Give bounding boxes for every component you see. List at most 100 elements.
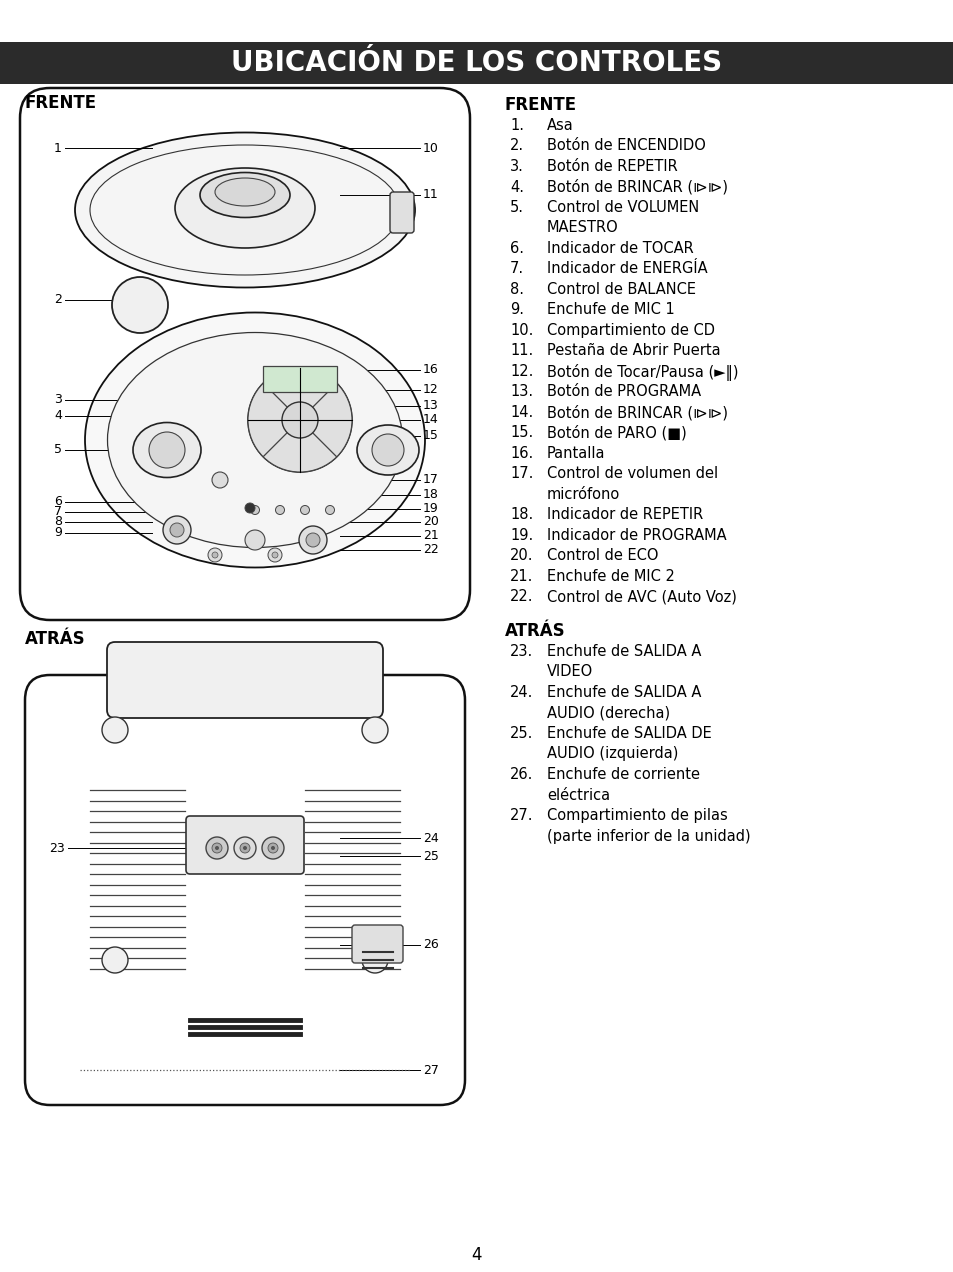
Text: Botón de BRINCAR (⧐⧐): Botón de BRINCAR (⧐⧐) (546, 404, 727, 421)
Text: Indicador de PROGRAMA: Indicador de PROGRAMA (546, 528, 726, 543)
Circle shape (163, 516, 191, 544)
Text: 12: 12 (422, 383, 438, 397)
Circle shape (245, 502, 254, 513)
Text: 7.: 7. (510, 262, 523, 276)
Text: 27.: 27. (510, 808, 533, 823)
Text: 13.: 13. (510, 384, 533, 399)
Text: 12.: 12. (510, 364, 533, 379)
Circle shape (300, 505, 309, 514)
Ellipse shape (108, 332, 402, 547)
Circle shape (248, 368, 352, 472)
Text: 20: 20 (422, 515, 438, 528)
Text: Indicador de REPETIR: Indicador de REPETIR (546, 508, 702, 523)
Text: Indicador de TOCAR: Indicador de TOCAR (546, 240, 693, 256)
Text: 24.: 24. (510, 686, 533, 700)
Text: 10: 10 (422, 141, 438, 154)
Text: 23: 23 (50, 842, 65, 855)
Circle shape (325, 505, 335, 514)
Text: Indicador de ENERGÍA: Indicador de ENERGÍA (546, 262, 707, 276)
Text: 10.: 10. (510, 323, 533, 338)
Text: Asa: Asa (546, 118, 573, 134)
Text: 7: 7 (54, 505, 62, 519)
Text: Control de BALANCE: Control de BALANCE (546, 282, 696, 296)
Text: Botón de REPETIR: Botón de REPETIR (546, 159, 677, 174)
Wedge shape (263, 368, 336, 420)
FancyBboxPatch shape (352, 925, 402, 963)
Text: Enchufe de SALIDA A: Enchufe de SALIDA A (546, 686, 700, 700)
Text: 11: 11 (422, 188, 438, 201)
FancyBboxPatch shape (390, 192, 414, 233)
Text: 15.: 15. (510, 426, 533, 440)
Text: Botón de PARO (■): Botón de PARO (■) (546, 426, 686, 441)
Text: Pestaña de Abrir Puerta: Pestaña de Abrir Puerta (546, 343, 720, 359)
Text: 16: 16 (422, 364, 438, 377)
Text: 26.: 26. (510, 767, 533, 782)
Text: 14.: 14. (510, 404, 533, 420)
Circle shape (212, 472, 228, 488)
Circle shape (306, 533, 319, 547)
Text: Botón de BRINCAR (⧐⧐): Botón de BRINCAR (⧐⧐) (546, 179, 727, 195)
Text: 25.: 25. (510, 726, 533, 742)
Text: 6.: 6. (510, 240, 523, 256)
Circle shape (361, 946, 388, 973)
Circle shape (268, 548, 282, 562)
Bar (0, 42, 953, 84)
Ellipse shape (214, 178, 274, 206)
Text: 13: 13 (422, 399, 438, 412)
Text: 8: 8 (54, 515, 62, 528)
Text: 20.: 20. (510, 548, 533, 563)
Circle shape (208, 548, 222, 562)
Text: 15: 15 (422, 430, 438, 443)
Text: 16.: 16. (510, 446, 533, 460)
FancyBboxPatch shape (107, 642, 382, 717)
Text: 1.: 1. (510, 118, 523, 134)
Text: 11.: 11. (510, 343, 533, 359)
Text: ATRÁS: ATRÁS (25, 630, 86, 647)
Text: eléctrica: eléctrica (546, 787, 610, 803)
Text: 19.: 19. (510, 528, 533, 543)
FancyBboxPatch shape (186, 817, 304, 874)
Text: 8.: 8. (510, 282, 523, 296)
Circle shape (272, 552, 277, 558)
Text: 18: 18 (422, 488, 438, 501)
Circle shape (102, 946, 128, 973)
Circle shape (170, 523, 184, 537)
Text: 3: 3 (54, 393, 62, 407)
Text: 22.: 22. (510, 589, 533, 604)
Wedge shape (299, 383, 352, 457)
Text: 23.: 23. (510, 644, 533, 659)
Wedge shape (248, 383, 299, 457)
Text: Compartimiento de pilas: Compartimiento de pilas (546, 808, 727, 823)
Circle shape (361, 717, 388, 743)
Text: 9.: 9. (510, 303, 523, 318)
Text: 27: 27 (422, 1063, 438, 1076)
Ellipse shape (75, 132, 415, 287)
Text: 1: 1 (54, 141, 62, 154)
Circle shape (245, 530, 265, 550)
Circle shape (206, 837, 228, 859)
Text: (parte inferior de la unidad): (parte inferior de la unidad) (546, 828, 750, 843)
Text: micrófono: micrófono (546, 487, 619, 502)
Text: VIDEO: VIDEO (546, 664, 593, 679)
Text: 4.: 4. (510, 179, 523, 195)
Text: Botón de PROGRAMA: Botón de PROGRAMA (546, 384, 700, 399)
Circle shape (251, 505, 259, 514)
Text: Enchufe de corriente: Enchufe de corriente (546, 767, 700, 782)
Circle shape (102, 717, 128, 743)
Text: UBICACIÓN DE LOS CONTROLES: UBICACIÓN DE LOS CONTROLES (232, 50, 721, 78)
Text: Enchufe de MIC 1: Enchufe de MIC 1 (546, 303, 674, 318)
Circle shape (268, 843, 277, 854)
Text: FRENTE: FRENTE (504, 95, 577, 114)
Text: 2: 2 (54, 294, 62, 307)
Ellipse shape (85, 313, 424, 567)
Circle shape (149, 432, 185, 468)
Text: 5: 5 (54, 444, 62, 457)
Text: 9: 9 (54, 527, 62, 539)
Text: Control de volumen del: Control de volumen del (546, 467, 718, 482)
Circle shape (212, 843, 222, 854)
Text: 3.: 3. (510, 159, 523, 174)
Text: Control de ECO: Control de ECO (546, 548, 658, 563)
Text: Botón de Tocar/Pausa (►‖): Botón de Tocar/Pausa (►‖) (546, 364, 738, 382)
Text: 14: 14 (422, 413, 438, 426)
Text: 21.: 21. (510, 569, 533, 584)
